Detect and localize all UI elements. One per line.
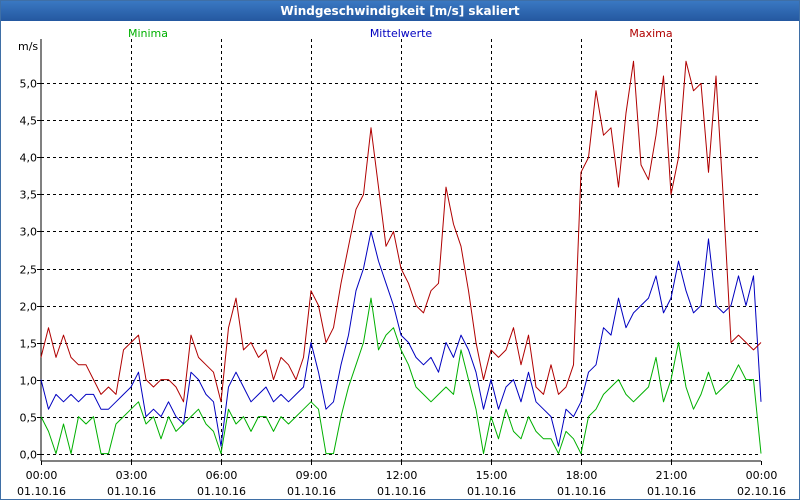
legend-maxima: Maxima: [629, 27, 672, 40]
series-line-minima: [40, 297, 762, 455]
x-tick-time-label: 18:00: [566, 469, 598, 482]
y-tick-label: 1,5: [20, 338, 38, 351]
y-tick-label: 4,5: [20, 115, 38, 128]
y-tick-label: 3,0: [20, 226, 38, 239]
x-tick-time-label: 21:00: [656, 469, 688, 482]
y-tick-label: 2,5: [20, 264, 38, 277]
y-axis-unit: m/s: [18, 40, 38, 53]
series-line-maxima: [40, 60, 762, 403]
y-tick-label: 1,0: [20, 375, 38, 388]
y-tick-label: 0,0: [20, 449, 38, 462]
x-tick-time-label: 00:00: [26, 469, 58, 482]
x-tick-time-label: 15:00: [476, 469, 508, 482]
x-tick-date-label: 01.10.16: [17, 485, 66, 498]
y-tick-label: 3,5: [20, 189, 38, 202]
legend-mittelwerte: Mittelwerte: [370, 27, 433, 40]
x-tick-date-label: 01.10.16: [197, 485, 246, 498]
x-tick-time-label: 03:00: [116, 469, 148, 482]
x-tick-date-label: 01.10.16: [287, 485, 336, 498]
legend-minima: Minima: [128, 27, 168, 40]
y-tick-label: 0,5: [20, 412, 38, 425]
x-tick-date-label: 01.10.16: [647, 485, 696, 498]
y-tick-label: 4,0: [20, 152, 38, 165]
x-tick-time-label: 09:00: [296, 469, 328, 482]
y-tick-label: 5,0: [20, 78, 38, 91]
x-tick-date-label: 01.10.16: [377, 485, 426, 498]
x-tick-time-label: 12:00: [386, 469, 418, 482]
x-tick-date-label: 01.10.16: [557, 485, 606, 498]
x-tick-time-label: 06:00: [206, 469, 238, 482]
chart-title: Windgeschwindigkeit [m/s] skaliert: [1, 1, 799, 21]
x-tick-date-label: 01.10.16: [467, 485, 516, 498]
x-tick-time-label: 00:00: [746, 469, 778, 482]
series-line-mittelwerte: [40, 231, 762, 447]
x-tick-date-label: 02.10.16: [737, 485, 786, 498]
x-tick-date-label: 01.10.16: [107, 485, 156, 498]
y-tick-label: 2,0: [20, 301, 38, 314]
